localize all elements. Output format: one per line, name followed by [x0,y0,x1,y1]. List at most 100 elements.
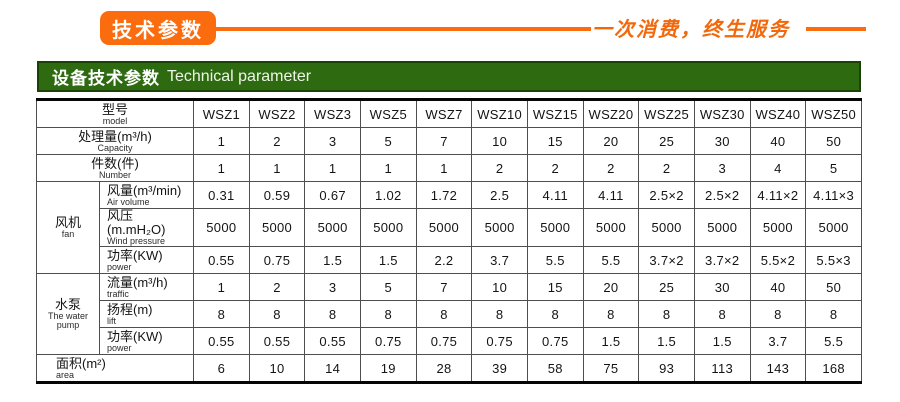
param-label-cell: 流量(m³/h) traffic [98,273,195,301]
value-cell: 15 [526,127,584,155]
value-cell: 5.5×2 [749,246,807,274]
table-row: 功率(KW) power 0.55 0.75 1.5 1.5 2.2 3.7 5.5 5.5 3.7… [37,246,862,274]
table-row: 风压(m.mH₂O) Wind pressure 5000 5000 5000 5000 5… [37,208,862,247]
value-cell: 1.02 [359,181,417,209]
value-cell: 5.5 [526,246,584,274]
value-cell: 5000 [248,208,306,247]
section-title-cn: 设备技术参数 [52,69,160,88]
param-label-cn: 功率(KW) [107,328,163,344]
value-cell: 0.55 [248,327,306,355]
value-cell: 1 [193,273,250,301]
model-column-header: WSZ10 [471,99,528,128]
value-cell: 2 [248,127,306,155]
value-cell: 5000 [359,208,417,247]
value-cell: 6 [193,354,250,383]
value-cell: 1.5 [359,246,417,274]
param-label-en: traffic [107,288,129,299]
value-cell: 4 [749,154,807,182]
value-cell: 8 [359,300,417,328]
value-cell: 8 [582,300,640,328]
value-cell: 4.11×3 [805,181,862,209]
value-cell: 75 [582,354,640,383]
value-cell: 5.5 [582,246,640,274]
param-label-cn: 功率(KW) [107,247,163,263]
value-cell: 5000 [638,208,695,247]
model-column-header: WSZ20 [582,99,640,128]
value-cell: 3 [304,127,361,155]
value-cell: 8 [304,300,361,328]
value-cell: 2.5×2 [638,181,695,209]
value-cell: 0.31 [193,181,250,209]
param-label-cn: 流量(m³/h) [107,274,168,290]
table-row: 件数(件) Number 1 1 1 1 1 2 2 2 2 3 4 5 [35,154,862,182]
model-header-cn: 型号 [102,101,129,117]
value-cell: 40 [749,273,807,301]
model-column-header: WSZ5 [359,99,417,128]
model-column-header: WSZ3 [304,99,361,128]
value-cell: 1.5 [582,327,640,355]
value-cell: 50 [805,273,862,301]
param-label-en: Air volume [107,196,150,207]
value-cell: 8 [415,300,473,328]
group-label-cn: 风机 [54,215,81,230]
table-row: 风机 fan 风量(m³/min) Air volume 0.31 0.59 0.67 1.0… [36,181,862,274]
value-cell: 0.75 [359,327,417,355]
value-cell: 8 [638,300,695,328]
value-cell: 1.5 [304,246,361,274]
value-cell: 1 [415,154,473,182]
value-cell: 20 [582,127,640,155]
model-header-en: model [102,115,128,126]
value-cell: 2 [526,154,584,182]
value-cell: 8 [749,300,807,328]
value-cell: 0.55 [304,327,361,355]
value-cell: 168 [805,354,862,383]
value-cell: 5000 [304,208,361,247]
param-label-en: power [107,342,132,353]
param-label-cn: 风压(m.mH₂O) [107,208,166,237]
param-label-en: Wind pressure [107,236,166,246]
param-label-cell: 风压(m.mH₂O) Wind pressure [98,208,195,247]
group-label-en: The water pump [47,311,89,330]
param-label-cell: 面积(m²) area [35,354,195,383]
slogan-text: 一次消费，终生服务 [592,17,790,41]
value-cell: 10 [248,354,306,383]
value-cell: 30 [693,127,751,155]
value-cell: 0.75 [415,327,473,355]
value-cell: 1 [248,154,306,182]
model-column-header: WSZ25 [638,99,695,128]
param-label-cn: 扬程(m) [107,301,153,317]
section-title-en: Technical parameter [167,67,312,85]
value-cell: 3.7 [749,327,807,355]
value-cell: 3.7 [471,246,528,274]
model-column-header: WSZ40 [749,99,807,128]
value-cell: 1 [193,127,250,155]
group-label-en: fan [61,229,75,239]
value-cell: 4.11 [582,181,640,209]
table-row: 面积(m²) area 6 10 14 19 28 39 58 75 93 113 143 168 [35,354,862,383]
param-label-en: area [56,369,75,380]
value-cell: 93 [638,354,695,383]
value-cell: 20 [582,273,640,301]
divider-line-right [806,27,866,31]
value-cell: 8 [526,300,584,328]
value-cell: 10 [471,273,528,301]
value-cell: 0.75 [248,246,306,274]
model-column-header: WSZ7 [415,99,473,128]
value-cell: 5 [359,127,417,155]
value-cell: 5000 [415,208,473,247]
param-label-cell: 件数(件) Number [35,154,195,182]
value-cell: 58 [526,354,584,383]
value-cell: 1 [359,154,417,182]
value-cell: 8 [193,300,250,328]
param-label-cell: 功率(KW) power [98,246,195,274]
value-cell: 5.5×3 [805,246,862,274]
value-cell: 25 [638,273,695,301]
value-cell: 5000 [582,208,640,247]
param-label-cell: 功率(KW) power [98,327,195,355]
group-cell: 风机 fan [36,181,100,274]
param-label-en: lift [107,315,116,326]
value-cell: 113 [693,354,751,383]
model-header-cell: 型号 model [35,99,195,128]
value-cell: 2.5×2 [693,181,751,209]
value-cell: 5 [359,273,417,301]
